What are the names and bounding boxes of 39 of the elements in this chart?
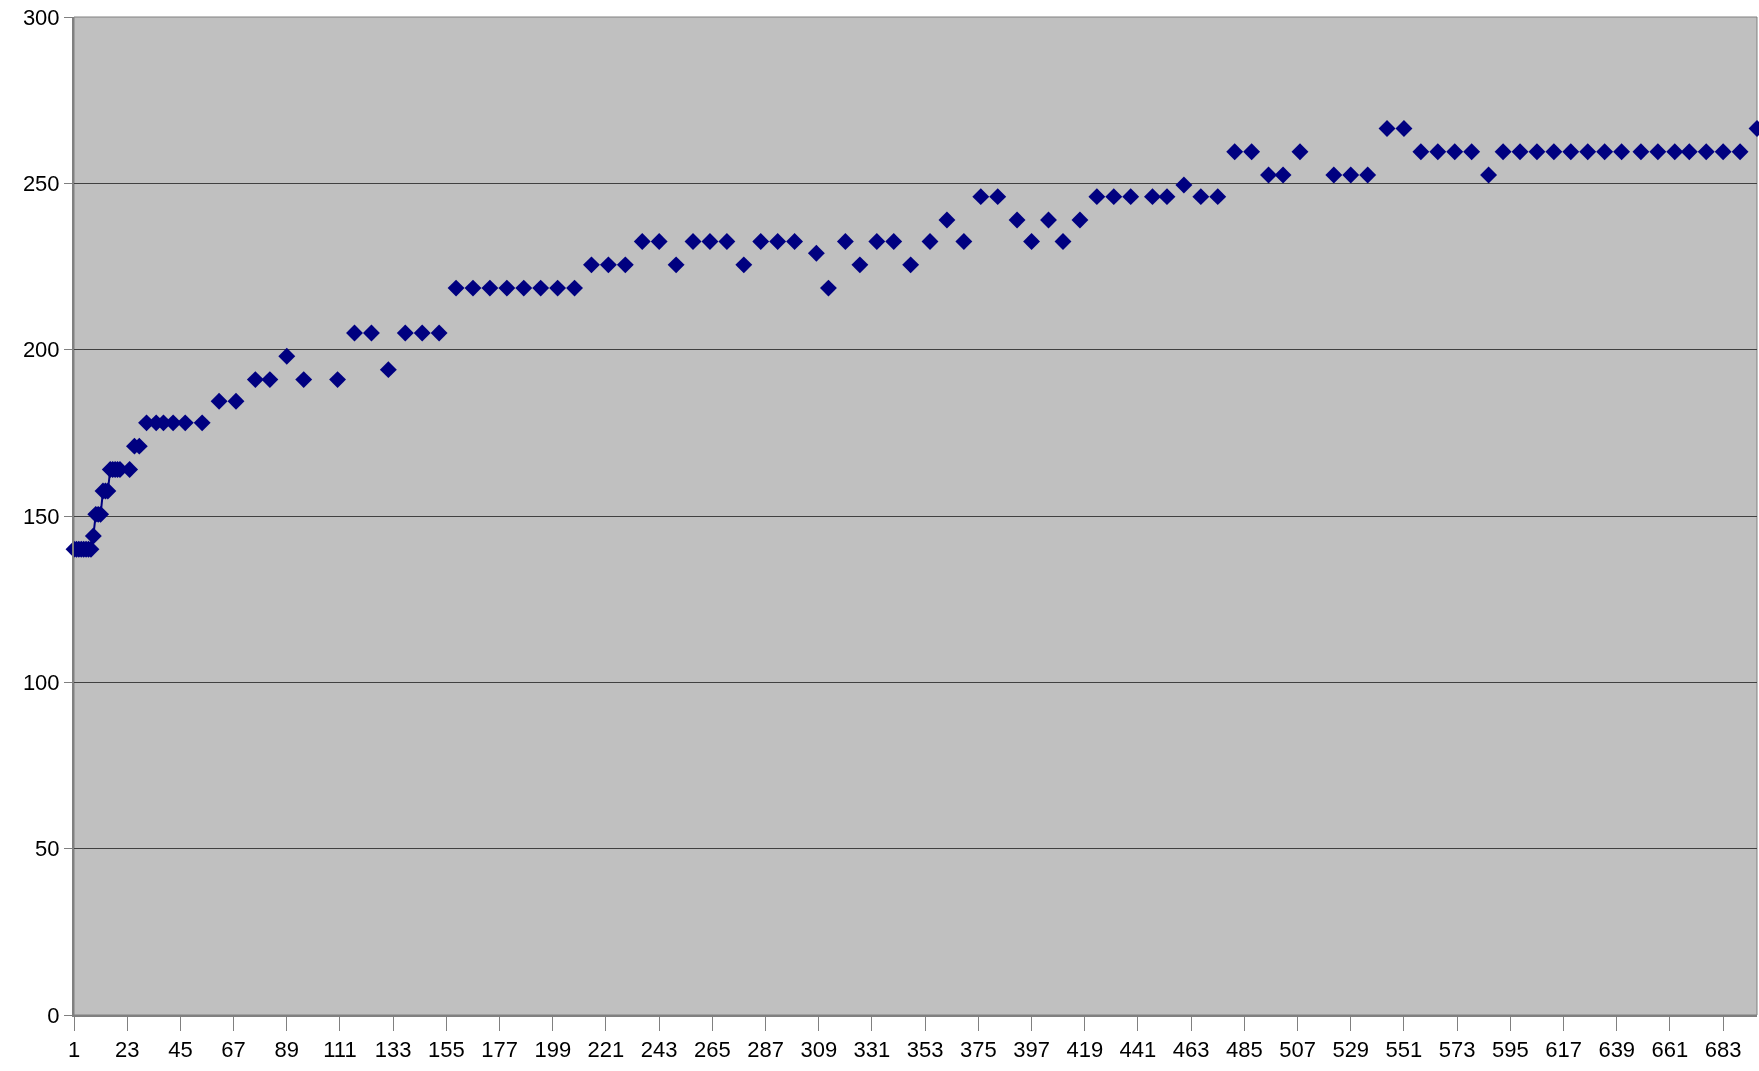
x-tick-label: 67: [221, 1037, 246, 1063]
x-tick-label: 133: [374, 1037, 412, 1063]
x-tick-label: 573: [1438, 1037, 1476, 1063]
x-tick-label: 287: [747, 1037, 784, 1063]
x-tick-label: 89: [274, 1037, 300, 1063]
x-tick-label: 507: [1279, 1037, 1316, 1063]
y-tick-label: 300: [22, 4, 60, 30]
y-tick-label: 200: [22, 337, 60, 363]
y-tick-label: 150: [22, 503, 60, 529]
x-tick-label: 683: [1704, 1037, 1742, 1063]
x-tick-label: 463: [1172, 1037, 1210, 1063]
x-tick-label: 639: [1598, 1037, 1636, 1063]
x-tick-label: 617: [1545, 1037, 1582, 1063]
x-tick-label: 221: [587, 1037, 625, 1063]
x-tick-label: 485: [1226, 1037, 1263, 1063]
x-tick-label: 177: [481, 1037, 518, 1063]
x-tick-label: 441: [1119, 1037, 1157, 1063]
x-tick-label: 199: [534, 1037, 572, 1063]
x-tick-label: 309: [800, 1037, 838, 1063]
x-tick-label: 23: [114, 1037, 140, 1063]
x-tick-label: 397: [1013, 1037, 1050, 1063]
x-tick-label: 661: [1651, 1037, 1689, 1063]
x-tick-label: 529: [1332, 1037, 1370, 1063]
x-tick-label: 243: [640, 1037, 678, 1063]
x-tick-label: 595: [1491, 1037, 1529, 1063]
x-tick-label: 265: [694, 1037, 731, 1063]
x-tick-label: 375: [960, 1037, 997, 1063]
y-tick-label: 0: [47, 1002, 60, 1028]
x-tick-label: 111: [323, 1037, 357, 1063]
x-tick-label: 45: [168, 1037, 193, 1063]
y-tick-label: 250: [22, 171, 60, 197]
x-tick-label: 155: [428, 1037, 465, 1063]
y-tick-label: 100: [22, 670, 60, 696]
x-tick-label: 419: [1066, 1037, 1104, 1063]
x-tick-label: 331: [853, 1037, 891, 1063]
x-tick-label: 551: [1385, 1037, 1423, 1063]
x-tick-label: 1: [67, 1037, 81, 1063]
y-tick-label: 50: [35, 836, 60, 862]
x-tick-label: 353: [906, 1037, 944, 1063]
